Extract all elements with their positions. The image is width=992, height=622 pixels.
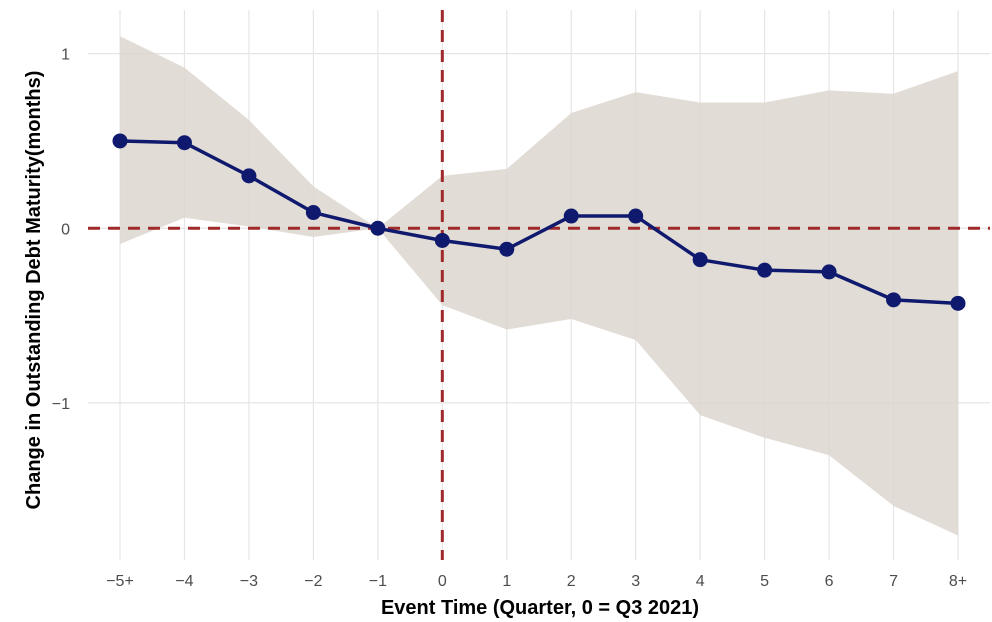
data-point (757, 262, 773, 278)
data-points (112, 133, 966, 311)
x-tick-label: −4 (175, 573, 193, 590)
x-tick-label: 8+ (949, 573, 967, 590)
data-point (370, 220, 386, 236)
y-tick-label: 0 (61, 221, 70, 238)
x-tick-label: −5+ (106, 573, 134, 590)
data-point (563, 208, 579, 224)
data-point (821, 264, 837, 280)
data-point (692, 252, 708, 268)
series-line (119, 139, 959, 306)
data-point (176, 135, 192, 151)
x-tick-label: −2 (304, 573, 322, 590)
x-tick-label: 0 (438, 573, 447, 590)
y-axis-title: Change in Outstanding Debt Maturity(mont… (23, 71, 45, 510)
x-tick-label: 3 (631, 573, 640, 590)
data-point (241, 168, 257, 184)
y-tick-label: −1 (52, 396, 70, 413)
x-tick-label: 4 (696, 573, 705, 590)
data-point (499, 241, 515, 257)
x-tick-labels: −5+ −4 −3 −2 −1 0 1 2 3 4 5 6 7 8+ (106, 573, 967, 590)
x-tick-label: −3 (240, 573, 258, 590)
data-point (434, 232, 450, 248)
x-tick-label: 7 (889, 573, 898, 590)
x-tick-label: 1 (502, 573, 511, 590)
x-tick-label: 2 (567, 573, 576, 590)
data-point (112, 133, 128, 149)
data-point (305, 205, 321, 221)
data-point (950, 295, 966, 311)
x-tick-label: 6 (825, 573, 834, 590)
data-point (628, 208, 644, 224)
x-tick-label: −1 (369, 573, 387, 590)
x-tick-label: 5 (760, 573, 769, 590)
confidence-band (120, 36, 958, 536)
data-point (886, 292, 902, 308)
y-tick-label: 1 (61, 47, 70, 64)
y-tick-labels: 1 0 −1 (52, 47, 70, 413)
x-axis-title: Event Time (Quarter, 0 = Q3 2021) (381, 597, 699, 619)
